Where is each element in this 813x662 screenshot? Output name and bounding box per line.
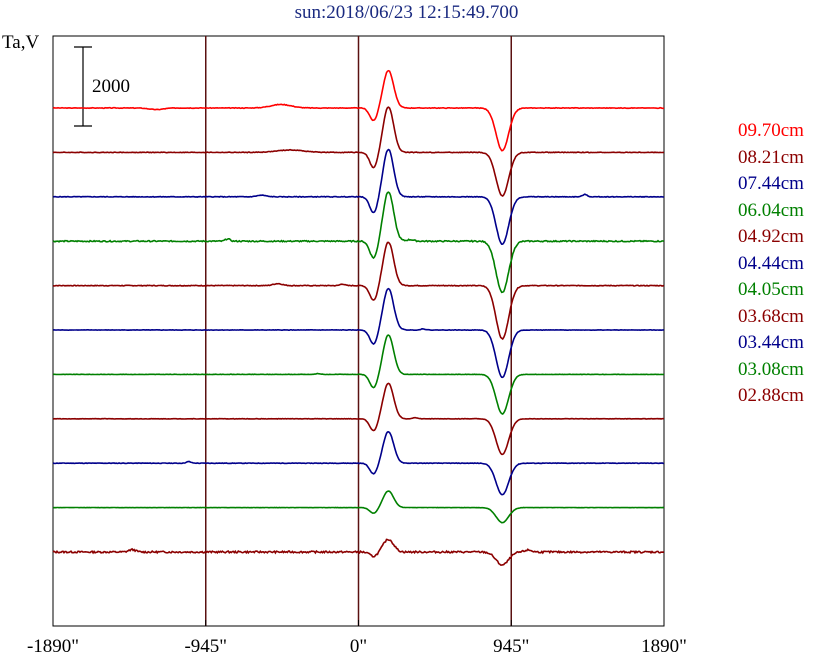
series-line-07.44cm [52, 148, 665, 246]
scale-bar-label: 2000 [92, 76, 130, 97]
legend-item-02.88cm: 02.88cm [738, 385, 804, 406]
x-tick-label: 1890" [641, 636, 687, 657]
chart-title: sun:2018/06/23 12:15:49.700 [294, 2, 519, 23]
x-tick-label: -1890" [26, 636, 80, 657]
legend-item-04.05cm: 04.05cm [738, 279, 804, 300]
legend-item-03.68cm: 03.68cm [738, 305, 804, 327]
series-line-06.04cm [52, 191, 665, 294]
series-line-08.21cm [52, 106, 665, 197]
legend-item-09.70cm: 09.70cm [738, 120, 804, 141]
series-line-03.44cm [52, 430, 665, 496]
legend: 09.70cm 08.21cm 07.44cm 06.04cm 04.92cm 04.44… [738, 118, 804, 410]
x-tick-label: -945" [184, 636, 228, 657]
series-line-03.68cm [52, 382, 665, 456]
legend-item-03.08cm: 03.08cm [738, 358, 804, 380]
series-line-04.92cm [52, 241, 665, 341]
series-line-04.05cm [52, 334, 665, 415]
x-tick-label: 0" [349, 636, 368, 657]
y-axis-label: Ta,V [2, 32, 40, 53]
legend-item-03.44cm: 03.44cm [738, 332, 804, 353]
series-line-02.88cm [52, 538, 665, 566]
legend-item-08.21cm: 08.21cm [738, 146, 804, 168]
series-line-04.44cm [52, 287, 664, 379]
legend-item-04.92cm: 04.92cm [738, 226, 804, 247]
legend-item-04.44cm: 04.44cm [738, 252, 804, 274]
x-tick-label: 945" [493, 636, 530, 657]
legend-item-07.44cm: 07.44cm [738, 173, 804, 194]
legend-item-06.04cm: 06.04cm [738, 199, 804, 221]
series-line-03.08cm [52, 490, 665, 524]
series-line-09.70cm [52, 69, 665, 152]
